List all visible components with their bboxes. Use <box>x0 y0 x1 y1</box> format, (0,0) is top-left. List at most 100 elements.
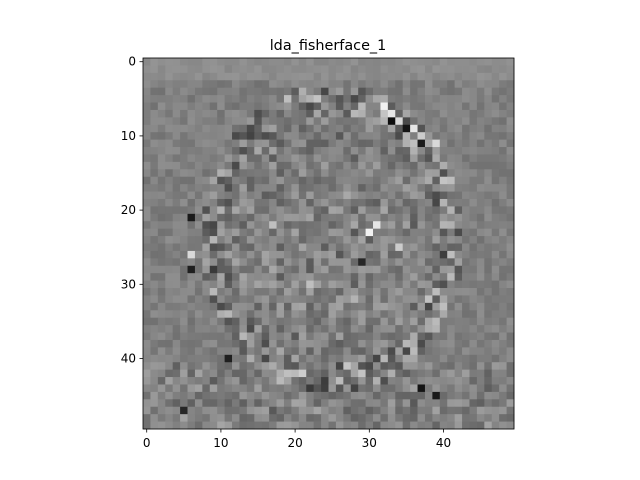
heatmap-cell <box>432 72 441 81</box>
heatmap-cell <box>254 147 263 155</box>
heatmap-cell <box>172 250 181 259</box>
heatmap-cell <box>424 58 433 66</box>
heatmap-cell <box>306 369 315 378</box>
heatmap-cell <box>194 347 203 356</box>
heatmap-cell <box>469 161 478 170</box>
heatmap-cell <box>224 317 233 326</box>
heatmap-cell <box>269 339 277 348</box>
heatmap-cell <box>506 206 515 215</box>
heatmap-cell <box>254 288 263 296</box>
heatmap-cell <box>439 369 448 378</box>
heatmap-cell <box>157 317 166 326</box>
heatmap-cell <box>343 369 352 378</box>
heatmap-cell <box>410 354 418 363</box>
heatmap-cell <box>232 236 240 244</box>
x-tick-label: 30 <box>362 436 377 450</box>
heatmap-cell <box>439 117 448 126</box>
heatmap-cell <box>194 176 203 185</box>
heatmap-cell <box>439 184 448 192</box>
heatmap-cell <box>217 265 226 274</box>
heatmap-cell <box>165 206 174 215</box>
heatmap-cell <box>462 139 470 148</box>
heatmap-cell <box>380 236 389 244</box>
heatmap-cell <box>432 176 441 185</box>
heatmap-cell <box>194 258 203 267</box>
heatmap-cell <box>194 325 203 333</box>
heatmap-cell <box>187 399 196 408</box>
heatmap-cell <box>261 161 270 170</box>
heatmap-cell <box>506 399 515 408</box>
heatmap-cell <box>261 369 270 378</box>
heatmap-cell <box>246 288 255 296</box>
heatmap-cell <box>306 109 315 118</box>
heatmap-cell <box>454 325 463 333</box>
heatmap-cell <box>306 221 315 230</box>
heatmap-cell <box>335 102 344 111</box>
heatmap-cell <box>424 228 433 237</box>
heatmap-cell <box>202 354 211 363</box>
heatmap-cell <box>365 147 374 155</box>
heatmap-cell <box>224 295 233 304</box>
heatmap-cell <box>484 80 493 89</box>
heatmap-cell <box>313 354 322 363</box>
heatmap-cell <box>209 347 218 356</box>
heatmap-cell <box>373 354 381 363</box>
heatmap-cell <box>283 154 292 163</box>
heatmap-cell <box>291 414 300 422</box>
heatmap-cell <box>343 302 352 311</box>
heatmap-cell <box>254 362 263 371</box>
heatmap-cell <box>172 80 181 89</box>
heatmap-cell <box>298 421 307 430</box>
heatmap-cell <box>454 124 463 133</box>
heatmap-cell <box>462 236 470 244</box>
heatmap-cell <box>306 354 315 363</box>
heatmap-cell <box>224 124 233 133</box>
heatmap-cell <box>209 147 218 155</box>
heatmap-cell <box>484 310 493 319</box>
heatmap-cell <box>306 391 315 400</box>
heatmap-cell <box>454 362 463 371</box>
heatmap-cell <box>432 332 441 341</box>
heatmap-cell <box>373 421 381 430</box>
heatmap-cell <box>439 288 448 296</box>
heatmap-cell <box>395 184 404 192</box>
heatmap-cell <box>165 406 174 415</box>
heatmap-cell <box>143 406 151 415</box>
heatmap-cell <box>194 265 203 274</box>
heatmap-cell <box>328 117 337 126</box>
heatmap-cell <box>402 391 411 400</box>
heatmap-cell <box>432 184 441 192</box>
heatmap-cell <box>313 406 322 415</box>
heatmap-cell <box>410 198 418 207</box>
heatmap-cell <box>261 206 270 215</box>
heatmap-cell <box>143 288 151 296</box>
heatmap-cell <box>358 414 366 422</box>
heatmap-cell <box>254 406 263 415</box>
heatmap-cell <box>491 117 500 126</box>
heatmap-cell <box>313 117 322 126</box>
heatmap-cell <box>424 310 433 319</box>
heatmap-cell <box>276 176 285 185</box>
heatmap-cell <box>476 102 485 111</box>
heatmap-cell <box>194 102 203 111</box>
heatmap-cell <box>506 65 515 74</box>
heatmap-cell <box>395 65 404 74</box>
heatmap-cell <box>313 236 322 244</box>
heatmap-cell <box>209 317 218 326</box>
heatmap-cell <box>484 414 493 422</box>
heatmap-cell <box>380 72 389 81</box>
heatmap-cell <box>395 406 404 415</box>
heatmap-cell <box>298 124 307 133</box>
heatmap-cell <box>343 362 352 371</box>
heatmap-cell <box>432 109 441 118</box>
heatmap-cell <box>358 65 366 74</box>
heatmap-cell <box>150 191 159 200</box>
heatmap-cell <box>261 399 270 408</box>
heatmap-cell <box>380 399 389 408</box>
heatmap-cell <box>306 191 315 200</box>
heatmap-cell <box>328 228 337 237</box>
heatmap-cell <box>298 236 307 244</box>
heatmap-cell <box>321 169 329 178</box>
heatmap-cell <box>150 354 159 363</box>
heatmap-cell <box>261 273 270 281</box>
